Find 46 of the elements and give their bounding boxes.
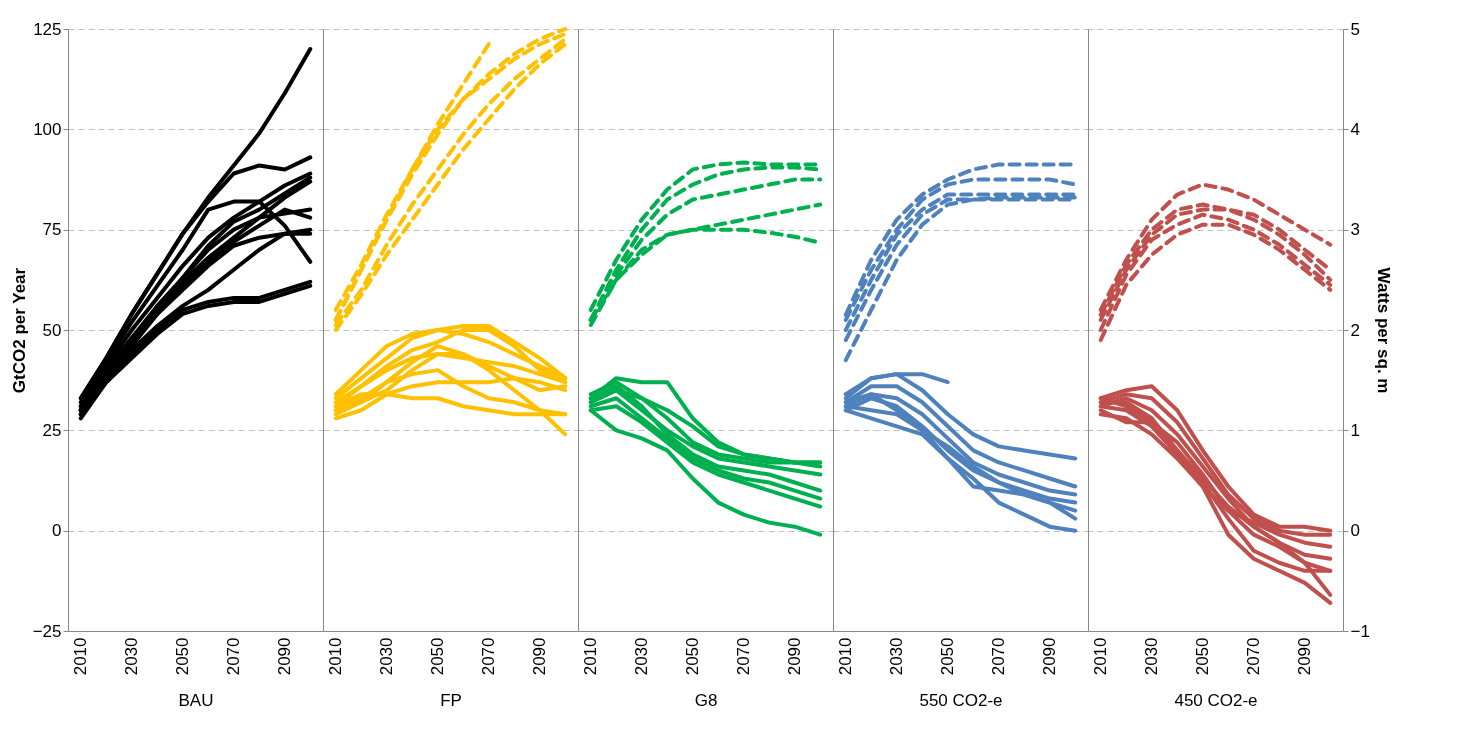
- x-tick-label: 2010: [326, 637, 346, 676]
- y2-tick-label: 2: [1350, 320, 1360, 340]
- x-axis-title: 550 CO2-e: [919, 691, 1003, 711]
- x-tick-label: 2050: [683, 637, 703, 676]
- x-tick-label: 2010: [71, 637, 91, 676]
- x-tick-label: 2070: [989, 637, 1009, 676]
- x-tick-label: 2050: [1193, 637, 1213, 676]
- x-tick-label: 2050: [173, 637, 193, 676]
- y2-tick-label: 1: [1350, 420, 1360, 440]
- y-tick-label: 0: [52, 521, 62, 541]
- x-tick-label: 2050: [938, 637, 958, 676]
- y2-tick-label: 5: [1350, 19, 1360, 39]
- y-axis-title: GtCO2 per Year: [9, 267, 29, 394]
- x-tick-label: 2030: [377, 637, 397, 676]
- y-tick-label: −25: [32, 621, 62, 641]
- y-tick-label: 75: [42, 220, 62, 240]
- y-tick-label: 125: [33, 19, 62, 39]
- y2-axis-title: Watts per sq. m: [1373, 267, 1393, 394]
- x-tick-label: 2070: [734, 637, 754, 676]
- x-tick-label: 2030: [887, 637, 907, 676]
- x-tick-label: 2090: [785, 637, 805, 676]
- y-tick-label: 100: [33, 119, 62, 139]
- x-tick-label: 2010: [836, 637, 856, 676]
- x-tick-label: 2010: [581, 637, 601, 676]
- x-tick-label: 2030: [632, 637, 652, 676]
- y-tick-label: 50: [42, 320, 62, 340]
- x-axis-title: G8: [694, 691, 718, 711]
- x-tick-label: 2090: [1295, 637, 1315, 676]
- x-axis-title: BAU: [178, 691, 214, 711]
- x-tick-label: 2090: [275, 637, 295, 676]
- x-axis-title: 450 CO2-e: [1174, 691, 1258, 711]
- y-tick-label: 25: [42, 420, 62, 440]
- x-tick-label: 2070: [1244, 637, 1264, 676]
- x-tick-label: 2070: [479, 637, 499, 676]
- x-tick-label: 2090: [1040, 637, 1060, 676]
- y2-tick-label: 0: [1350, 521, 1360, 541]
- x-tick-label: 2030: [122, 637, 142, 676]
- x-tick-label: 2030: [1142, 637, 1162, 676]
- y2-tick-label: 4: [1350, 119, 1360, 139]
- y2-tick-label: 3: [1350, 220, 1360, 240]
- x-tick-label: 2010: [1091, 637, 1111, 676]
- x-tick-label: 2050: [428, 637, 448, 676]
- x-tick-label: 2070: [224, 637, 244, 676]
- y2-tick-label: −1: [1350, 621, 1370, 641]
- x-axis-title: FP: [440, 691, 462, 711]
- x-tick-label: 2090: [530, 637, 550, 676]
